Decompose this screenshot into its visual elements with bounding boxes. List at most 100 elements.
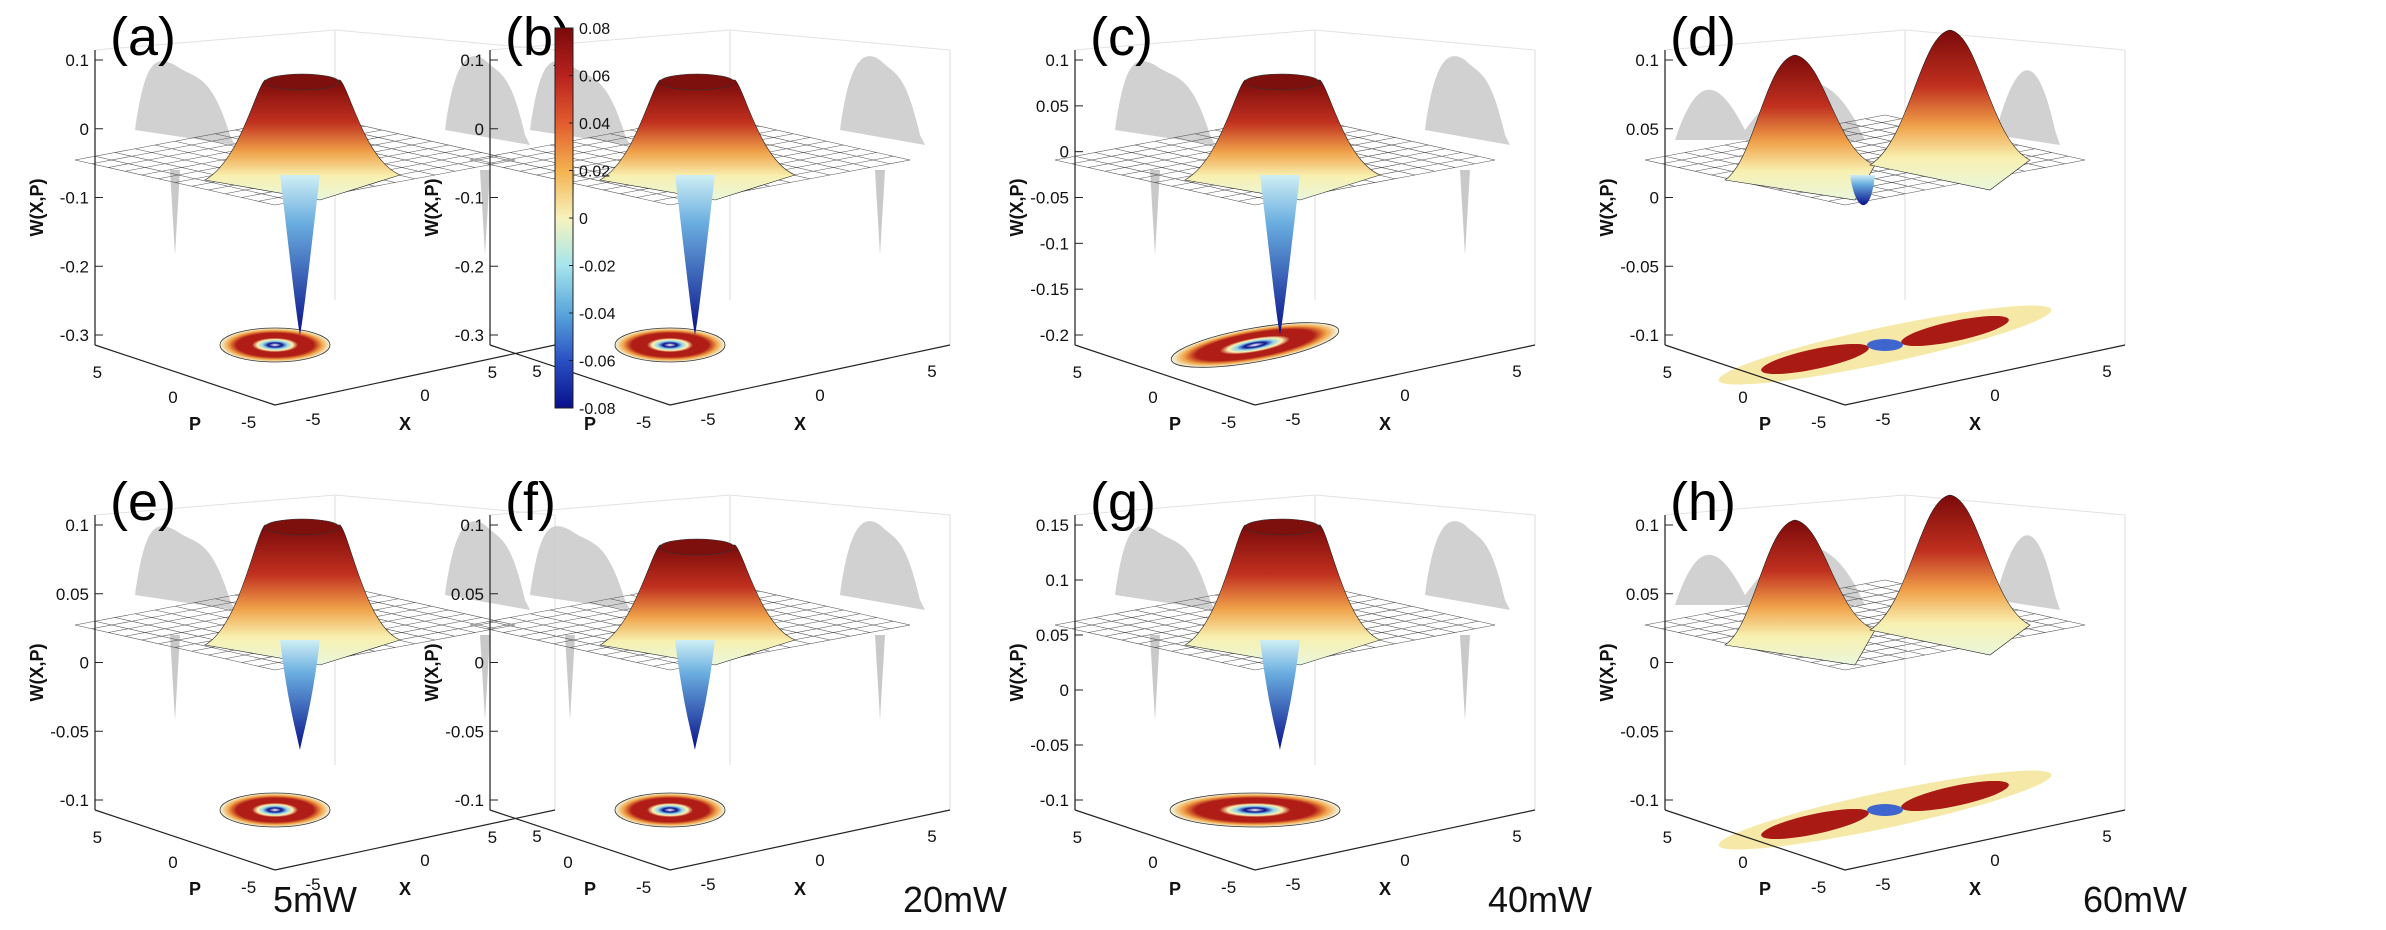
z-tick-label: -0.1 xyxy=(1630,791,1659,810)
z-tick-label: 0 xyxy=(1650,189,1659,208)
floor-contour-line xyxy=(614,327,726,363)
back-wall-edge xyxy=(729,494,951,516)
z-tick-label: 0.05 xyxy=(1036,626,1069,645)
z-tick-label: 0.05 xyxy=(451,585,484,604)
surface-center-well xyxy=(280,640,320,750)
z-tick-label: -0.05 xyxy=(1620,722,1659,741)
x-tick-label: 0 xyxy=(420,851,429,870)
p-axis-label: P xyxy=(584,414,596,434)
p-axis-label: P xyxy=(1759,879,1771,899)
back-wall-edge xyxy=(94,494,336,516)
surface-lobe-right xyxy=(1869,494,2031,656)
surface-lobe-right xyxy=(1869,29,2031,191)
x-axis-line xyxy=(1844,809,2126,871)
marginal-dip-p xyxy=(170,635,180,720)
back-wall-edge xyxy=(334,29,556,51)
x-tick-label: 5 xyxy=(1512,827,1521,846)
surface-ring-rim xyxy=(1244,518,1320,536)
z-tick-label: 0 xyxy=(475,654,484,673)
p-tick-label: 5 xyxy=(1663,363,1672,382)
panel-letter: (f) xyxy=(505,472,556,532)
z-tick-label: 0.1 xyxy=(65,516,89,535)
z-tick-label: -0.2 xyxy=(455,257,484,276)
floor-contour xyxy=(615,793,725,827)
back-wall-edge xyxy=(1904,29,2126,51)
x-tick-label: 5 xyxy=(927,362,936,381)
z-tick-label: -0.1 xyxy=(1040,791,1069,810)
colorbar-tick-label: 0.04 xyxy=(579,116,610,133)
panel-letter: (c) xyxy=(1090,7,1153,67)
surface-center-well xyxy=(280,175,320,335)
p-axis-line xyxy=(1664,809,1846,871)
surface-center-well xyxy=(675,175,715,335)
marginal-dip-x xyxy=(480,635,490,720)
x-axis-label: X xyxy=(794,414,806,434)
z-tick-label: 0.1 xyxy=(460,51,484,70)
x-tick-label: -5 xyxy=(700,875,715,894)
marginal-projection-p xyxy=(530,526,630,610)
p-axis-label: P xyxy=(189,414,201,434)
colorbar-tick-label: 0.02 xyxy=(579,164,610,181)
floor-contour-line xyxy=(219,792,331,828)
p-axis-line xyxy=(489,809,671,871)
z-tick-label: -0.05 xyxy=(1030,189,1069,208)
z-tick-label: 0.05 xyxy=(1626,585,1659,604)
z-tick-label: -0.15 xyxy=(1030,280,1069,299)
z-tick-label: -0.1 xyxy=(60,189,89,208)
p-tick-label: 5 xyxy=(488,363,497,382)
p-axis-line xyxy=(1074,809,1256,871)
marginal-dip-x xyxy=(875,170,885,255)
z-tick-label: -0.05 xyxy=(445,722,484,741)
back-wall-edge xyxy=(489,494,731,516)
p-tick-label: -5 xyxy=(241,413,256,432)
z-tick-label: -0.05 xyxy=(1620,257,1659,276)
x-tick-label: -5 xyxy=(1285,410,1300,429)
p-axis-label: P xyxy=(584,879,596,899)
floor-lobe xyxy=(1901,315,2009,347)
z-tick-label: 0 xyxy=(1060,143,1069,162)
back-wall-edge xyxy=(729,29,951,51)
marginal-projection-p xyxy=(135,61,235,145)
p-axis-label: P xyxy=(1169,414,1181,434)
p-tick-label: 0 xyxy=(1148,853,1157,872)
back-wall-edge xyxy=(1314,494,1536,516)
x-tick-label: 5 xyxy=(2102,827,2111,846)
colorbar-tick-label: -0.08 xyxy=(579,401,616,418)
x-tick-label: 0 xyxy=(420,386,429,405)
p-tick-label: 5 xyxy=(488,828,497,847)
panel-letter: (g) xyxy=(1090,472,1156,532)
surface-lobe-left xyxy=(1724,54,1876,201)
z-tick-label: -0.3 xyxy=(455,326,484,345)
w-axis-label: W(X,P) xyxy=(422,644,442,702)
x-tick-label: -5 xyxy=(1285,875,1300,894)
surface-ring xyxy=(599,544,796,666)
marginal-projection-p xyxy=(135,526,235,610)
z-tick-label: -0.1 xyxy=(60,791,89,810)
p-tick-label: -5 xyxy=(636,878,651,897)
back-wall-edge xyxy=(1074,494,1316,516)
w-axis-label: W(X,P) xyxy=(422,179,442,237)
marginal-dip-p xyxy=(1150,170,1160,255)
p-tick-label: -5 xyxy=(636,413,651,432)
surface-ring-rim xyxy=(264,518,340,536)
z-tick-label: -0.1 xyxy=(1630,326,1659,345)
p-tick-label: 0 xyxy=(1148,388,1157,407)
x-tick-label: 0 xyxy=(815,851,824,870)
marginal-projection-x xyxy=(445,56,530,145)
w-axis-label: W(X,P) xyxy=(27,644,47,702)
surface-center-dip xyxy=(1850,175,1875,206)
marginal-dip-p xyxy=(565,635,575,720)
z-tick-label: -0.1 xyxy=(1040,234,1069,253)
x-axis-line xyxy=(274,344,556,406)
panel-letter: (h) xyxy=(1670,472,1736,532)
p-tick-label: 5 xyxy=(93,828,102,847)
x-tick-label: 5 xyxy=(1512,362,1521,381)
x-tick-label: 0 xyxy=(1990,851,1999,870)
marginal-projection-x xyxy=(840,56,925,145)
p-axis-line xyxy=(489,344,671,406)
